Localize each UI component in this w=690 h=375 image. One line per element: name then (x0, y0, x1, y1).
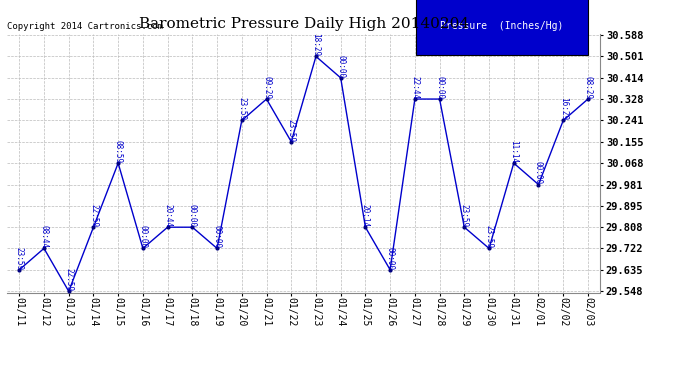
Text: 23:59: 23:59 (14, 247, 23, 270)
Text: 22:59: 22:59 (89, 204, 98, 227)
Text: 00:00: 00:00 (139, 225, 148, 248)
Text: 18:29: 18:29 (311, 33, 320, 56)
Text: 08:44: 08:44 (39, 225, 48, 248)
Text: 00:00: 00:00 (188, 204, 197, 227)
Text: 23:59: 23:59 (287, 118, 296, 142)
Text: 08:59: 08:59 (114, 140, 123, 163)
Text: 11:14: 11:14 (509, 140, 518, 163)
Text: 23:59: 23:59 (237, 98, 246, 120)
Text: 23:59: 23:59 (460, 204, 469, 227)
Text: 00:00: 00:00 (336, 55, 345, 78)
Text: 00:00: 00:00 (213, 225, 221, 248)
Text: Pressure  (Inches/Hg): Pressure (Inches/Hg) (440, 21, 564, 31)
Text: 20:14: 20:14 (361, 204, 370, 227)
Text: 00:00: 00:00 (435, 76, 444, 99)
Text: 08:29: 08:29 (584, 76, 593, 99)
Text: 00:00: 00:00 (534, 162, 543, 184)
Text: Copyright 2014 Cartronics.com: Copyright 2014 Cartronics.com (7, 22, 163, 31)
Text: 23:59: 23:59 (484, 225, 493, 248)
Text: 22:44: 22:44 (411, 76, 420, 99)
Text: 16:29: 16:29 (559, 98, 568, 120)
Text: 20:44: 20:44 (163, 204, 172, 227)
Text: Barometric Pressure Daily High 20140204: Barometric Pressure Daily High 20140204 (139, 17, 469, 31)
Text: 00:00: 00:00 (386, 247, 395, 270)
Text: 22:59: 22:59 (64, 268, 73, 291)
Text: 09:29: 09:29 (262, 76, 271, 99)
